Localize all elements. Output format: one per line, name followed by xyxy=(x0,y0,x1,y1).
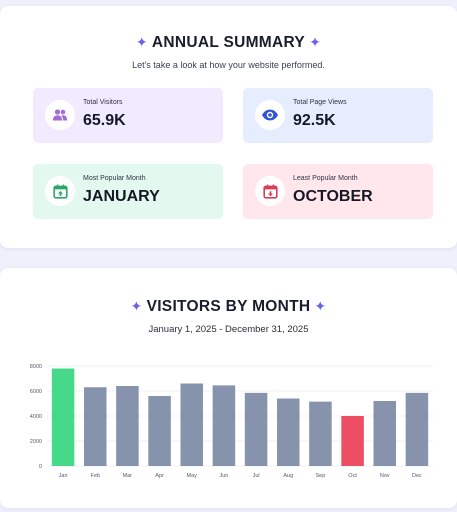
sparkle-icon: ✦ xyxy=(135,34,148,50)
bar-nov xyxy=(373,401,397,466)
stat-label: Total Visitors xyxy=(83,99,123,106)
stat-value: OCTOBER xyxy=(293,188,373,205)
bar-jul xyxy=(244,392,268,466)
sparkle-icon: ✦ xyxy=(309,34,322,50)
bar-oct xyxy=(341,416,364,466)
stat-label: Most Popular Month xyxy=(83,175,146,182)
calendar-up-icon xyxy=(45,176,75,206)
stat-total-page-views: Total Page Views 92.5K xyxy=(243,88,433,143)
visitors-chart-date-range: January 1, 2025 - December 31, 2025 xyxy=(148,324,309,335)
sparkle-icon: ✦ xyxy=(130,298,143,314)
bar-jun xyxy=(212,385,236,466)
stat-value: JANUARY xyxy=(83,188,160,205)
x-tick-label: Jan xyxy=(59,473,68,479)
calendar-down-icon xyxy=(255,176,285,206)
annual-summary-heading: ✦ ANNUAL SUMMARY ✦ xyxy=(0,34,457,52)
x-tick-label: Nov xyxy=(380,473,390,479)
bar-sep xyxy=(309,401,332,466)
bar-aug xyxy=(276,398,300,466)
visitors-chart-heading: ✦ VISITORS BY MONTH ✦ xyxy=(0,298,457,316)
annual-summary-card: ✦ ANNUAL SUMMARY ✦ Let's take a look at ho… xyxy=(0,6,457,248)
bar-jan xyxy=(51,368,75,466)
stat-most-popular-month: Most Popular Month JANUARY xyxy=(33,164,223,219)
x-tick-label: Feb xyxy=(91,473,100,479)
stat-total-visitors: Total Visitors 65.9K xyxy=(33,88,223,143)
visitors-bar-chart: 0 2000 4000 6000 8000 Jan Feb Mar Apr May Jun Jul Au… xyxy=(30,364,433,479)
visitors-by-month-card: ✦ VISITORS BY MONTH ✦ January 1, 2025 - De… xyxy=(0,268,457,508)
x-tick-label: Jul xyxy=(253,473,260,479)
stat-label: Least Popular Month xyxy=(293,175,358,182)
x-tick-label: Jun xyxy=(219,473,228,479)
stat-value: 65.9K xyxy=(83,112,126,129)
annual-summary-subtitle: Let's take a look at how your website pe… xyxy=(132,60,325,70)
eye-icon xyxy=(255,100,285,130)
y-tick-label: 2000 xyxy=(30,439,42,445)
x-tick-label: Oct xyxy=(348,473,357,479)
y-tick-label: 6000 xyxy=(30,389,42,395)
bar-mar xyxy=(116,386,139,466)
stat-least-popular-month: Least Popular Month OCTOBER xyxy=(243,164,433,219)
bar-apr xyxy=(148,396,171,466)
x-tick-label: Aug xyxy=(283,473,293,479)
x-tick-label: May xyxy=(187,473,198,479)
x-tick-label: Mar xyxy=(123,473,133,479)
x-tick-label: Dec xyxy=(412,473,422,479)
x-tick-label: Sep xyxy=(316,473,326,479)
stat-value: 92.5K xyxy=(293,112,336,129)
annual-summary-title: ANNUAL SUMMARY xyxy=(151,34,306,51)
bar-dec xyxy=(405,392,429,466)
y-tick-label: 4000 xyxy=(30,414,42,420)
stat-label: Total Page Views xyxy=(293,99,347,106)
y-tick-label: 8000 xyxy=(30,364,42,370)
x-tick-label: Apr xyxy=(155,473,164,479)
y-tick-label: 0 xyxy=(39,464,42,470)
bar-may xyxy=(180,383,204,466)
visitors-chart-title: VISITORS BY MONTH xyxy=(146,298,311,315)
users-icon xyxy=(45,100,75,130)
bar-feb xyxy=(83,387,107,466)
sparkle-icon: ✦ xyxy=(314,298,327,314)
